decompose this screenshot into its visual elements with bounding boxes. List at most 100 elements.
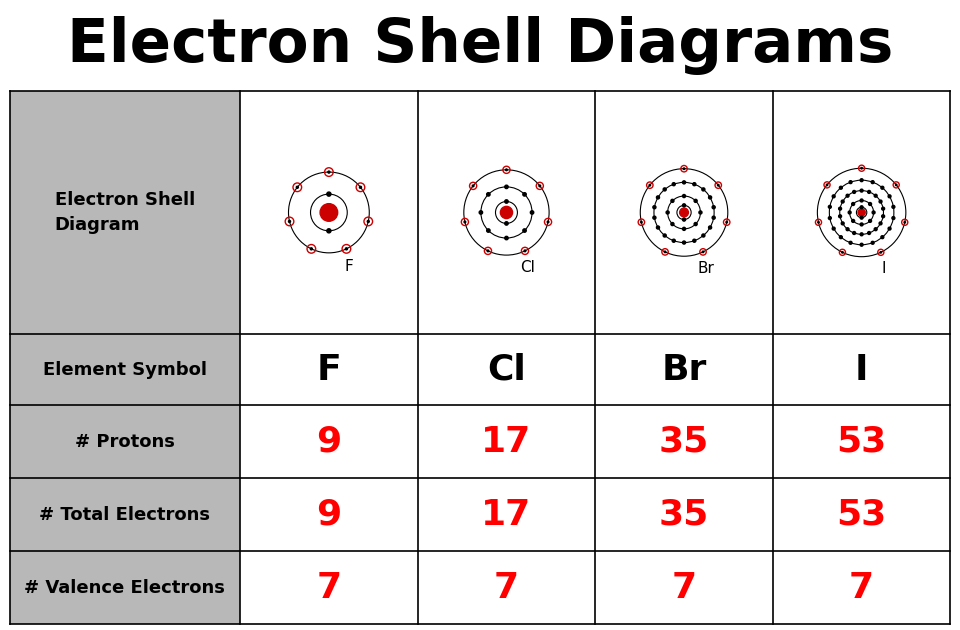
Bar <box>418 91 595 333</box>
Circle shape <box>505 236 508 240</box>
Circle shape <box>892 217 895 219</box>
Circle shape <box>832 227 835 230</box>
Circle shape <box>505 185 508 188</box>
Bar <box>595 333 773 406</box>
Circle shape <box>297 186 299 188</box>
Circle shape <box>860 223 863 226</box>
Text: 35: 35 <box>659 425 709 459</box>
Circle shape <box>881 207 884 210</box>
Circle shape <box>841 222 844 225</box>
Text: I: I <box>854 353 869 386</box>
Circle shape <box>657 226 660 229</box>
Circle shape <box>328 171 330 173</box>
Circle shape <box>881 215 884 218</box>
Bar <box>595 478 773 551</box>
Text: Br: Br <box>698 261 714 275</box>
Text: 9: 9 <box>316 425 342 459</box>
Circle shape <box>832 195 835 198</box>
Bar <box>10 406 240 478</box>
Circle shape <box>869 202 872 205</box>
Circle shape <box>871 241 875 244</box>
Circle shape <box>818 222 819 223</box>
Circle shape <box>849 241 852 244</box>
Circle shape <box>860 179 863 181</box>
Circle shape <box>712 206 715 209</box>
Circle shape <box>881 186 884 189</box>
Circle shape <box>693 183 696 186</box>
Circle shape <box>530 211 534 214</box>
Text: Br: Br <box>661 353 707 386</box>
Circle shape <box>524 250 526 252</box>
Circle shape <box>487 229 490 232</box>
Bar <box>595 91 773 333</box>
Text: 17: 17 <box>481 425 532 459</box>
Circle shape <box>858 209 865 216</box>
Text: 53: 53 <box>836 425 887 459</box>
Circle shape <box>694 199 697 202</box>
Circle shape <box>888 195 891 198</box>
Circle shape <box>868 190 871 193</box>
Circle shape <box>699 211 702 214</box>
Circle shape <box>671 222 674 226</box>
Circle shape <box>683 195 685 198</box>
Circle shape <box>860 199 863 202</box>
Circle shape <box>346 248 348 250</box>
Circle shape <box>860 243 863 246</box>
Bar <box>240 333 418 406</box>
Circle shape <box>326 192 331 196</box>
Circle shape <box>868 232 871 234</box>
Bar <box>240 478 418 551</box>
Circle shape <box>672 183 675 186</box>
Text: Electron Shell Diagrams: Electron Shell Diagrams <box>67 16 893 75</box>
Circle shape <box>663 234 666 237</box>
Circle shape <box>472 185 474 186</box>
Circle shape <box>860 189 863 192</box>
Circle shape <box>640 221 642 223</box>
Circle shape <box>702 234 705 237</box>
Bar <box>10 551 240 624</box>
Circle shape <box>875 228 877 231</box>
Circle shape <box>505 200 508 203</box>
Text: # Protons: # Protons <box>75 433 175 451</box>
Bar <box>773 333 950 406</box>
Circle shape <box>464 221 466 223</box>
Circle shape <box>839 186 842 189</box>
Circle shape <box>892 205 895 209</box>
Circle shape <box>849 181 852 183</box>
Text: Electron Shell
Diagram: Electron Shell Diagram <box>55 191 195 234</box>
Circle shape <box>839 215 842 218</box>
Circle shape <box>653 216 656 219</box>
Circle shape <box>683 204 685 207</box>
Circle shape <box>852 219 854 222</box>
Circle shape <box>683 227 685 231</box>
Circle shape <box>653 206 656 209</box>
Circle shape <box>871 181 875 183</box>
Circle shape <box>846 228 849 231</box>
Circle shape <box>693 239 696 243</box>
Circle shape <box>683 181 685 184</box>
Bar <box>418 478 595 551</box>
Bar <box>773 551 950 624</box>
Bar <box>418 406 595 478</box>
Text: F: F <box>345 259 353 273</box>
Text: Cl: Cl <box>520 260 536 275</box>
Text: 9: 9 <box>316 498 342 532</box>
Bar <box>418 333 595 406</box>
Circle shape <box>852 190 855 193</box>
Circle shape <box>359 186 362 188</box>
Circle shape <box>828 205 831 209</box>
Circle shape <box>852 202 854 205</box>
Circle shape <box>523 229 526 232</box>
Text: Cl: Cl <box>487 353 526 386</box>
Text: 35: 35 <box>659 498 709 532</box>
Circle shape <box>875 194 877 197</box>
Text: Element Symbol: Element Symbol <box>43 360 206 379</box>
Circle shape <box>880 251 881 253</box>
Text: 53: 53 <box>836 498 887 532</box>
Circle shape <box>852 232 855 234</box>
Circle shape <box>708 226 711 229</box>
Circle shape <box>505 222 508 225</box>
Bar <box>10 333 240 406</box>
Circle shape <box>839 207 842 210</box>
Circle shape <box>827 184 828 186</box>
